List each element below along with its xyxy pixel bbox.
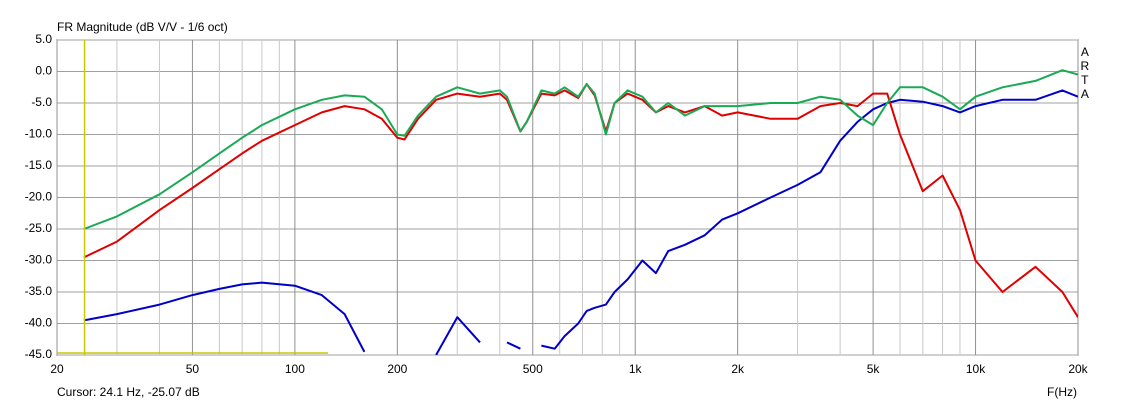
y-tick-label: -15.0 — [25, 158, 53, 172]
x-tick-label: 20k — [1068, 362, 1088, 376]
x-tick-label: 2k — [731, 362, 745, 376]
y-tick-label: -35.0 — [25, 284, 53, 298]
y-tick-label: -25.0 — [25, 221, 53, 235]
x-tick-label: 100 — [285, 362, 305, 376]
y-tick-label: -5.0 — [31, 95, 52, 109]
y-tick-label: -20.0 — [25, 190, 53, 204]
series-line — [83, 69, 1078, 230]
series-line — [83, 89, 1078, 355]
x-tick-label: 200 — [387, 362, 407, 376]
chart-title: FR Magnitude (dB V/V - 1/6 oct) — [57, 20, 228, 34]
x-tick-label: 10k — [966, 362, 986, 376]
plot-lines — [83, 69, 1078, 355]
grid — [56, 39, 1079, 356]
x-tick-label: 20 — [50, 362, 64, 376]
y-tick-label: 0.0 — [35, 64, 52, 78]
x-axis-label: F(Hz) — [1047, 385, 1077, 399]
cursor-readout: Cursor: 24.1 Hz, -25.07 dB — [57, 385, 200, 399]
x-tick-label: 5k — [867, 362, 881, 376]
x-tick-label: 50 — [186, 362, 200, 376]
watermark: ARTA — [1078, 45, 1092, 101]
y-tick-label: -30.0 — [25, 253, 53, 267]
y-tick-label: -10.0 — [25, 127, 53, 141]
y-tick-label: -45.0 — [25, 347, 53, 361]
x-tick-label: 500 — [523, 362, 543, 376]
x-tick-label: 1k — [629, 362, 643, 376]
y-tick-label: 5.0 — [35, 32, 52, 46]
y-tick-label: -40.0 — [25, 316, 53, 330]
